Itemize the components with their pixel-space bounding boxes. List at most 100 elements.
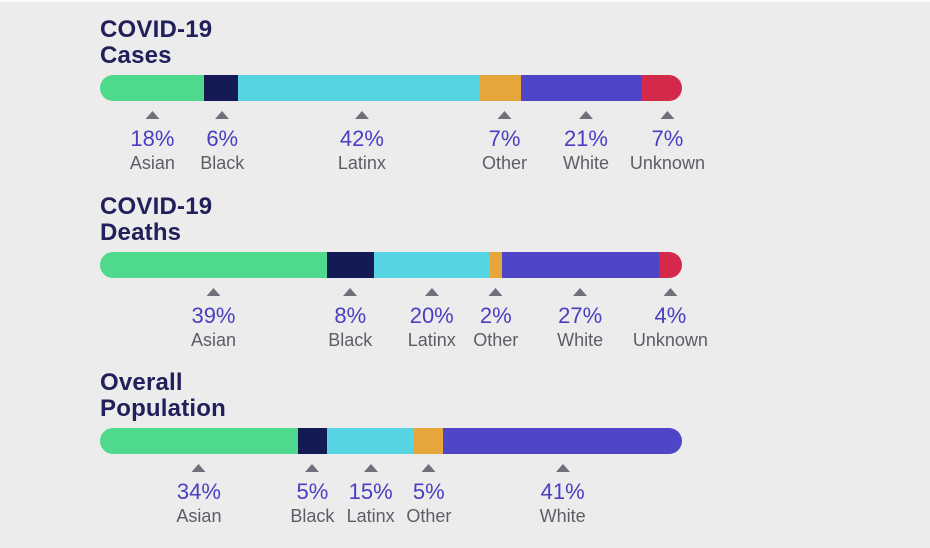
triangle-up-icon — [354, 111, 369, 119]
tick-other: 2% Other — [473, 288, 518, 349]
segment-percent: 8% — [334, 303, 367, 328]
segment-percent: 7% — [488, 126, 521, 151]
tick-other: 5% Other — [406, 464, 451, 525]
bar-segment-other — [489, 252, 502, 278]
segment-percent: 39% — [191, 303, 236, 328]
chart-title-line-2: Cases — [100, 42, 172, 69]
segment-percent: 15% — [348, 479, 393, 504]
segment-percent: 6% — [206, 126, 239, 151]
segment-category: Asian — [176, 506, 222, 526]
chart-covid-19-cases: COVID-19 Cases 18% Asian 6% Black 42% La… — [100, 17, 720, 195]
triangle-up-icon — [424, 288, 439, 296]
segment-category: Latinx — [407, 330, 456, 350]
triangle-up-icon — [663, 288, 678, 296]
chart-title-line-1: COVID-19 — [100, 16, 213, 43]
tick-row: 18% Asian 6% Black 42% Latinx 7% Other 2… — [100, 111, 705, 195]
triangle-up-icon — [573, 288, 588, 296]
bar-segment-asian — [100, 252, 327, 278]
chart-title-line-2: Population — [100, 395, 226, 422]
segment-percent: 2% — [479, 303, 512, 328]
bar-segment-white — [520, 75, 642, 101]
tick-unknown: 7% Unknown — [630, 111, 705, 172]
segment-category: Asian — [129, 153, 175, 173]
tick-asian: 18% Asian — [130, 111, 175, 172]
triangle-up-icon — [145, 111, 160, 119]
tick-white: 41% White — [540, 464, 586, 525]
bar-segment-other — [414, 428, 444, 454]
tick-row: 39% Asian 8% Black 20% Latinx 2% Other 2… — [100, 288, 708, 372]
bar-segment-white — [501, 252, 659, 278]
segment-percent: 20% — [409, 303, 454, 328]
triangle-up-icon — [497, 111, 512, 119]
chart-title-line-1: Overall — [100, 369, 183, 396]
segment-category: Latinx — [346, 506, 395, 526]
triangle-up-icon — [206, 288, 221, 296]
chart-title-line-2: Deaths — [100, 219, 182, 246]
tick-asian: 34% Asian — [176, 464, 221, 525]
chart-title-line-1: COVID-19 — [100, 193, 213, 220]
stacked-bar — [100, 428, 682, 454]
segment-percent: 18% — [130, 126, 175, 151]
segment-percent: 5% — [296, 479, 329, 504]
segment-category: Black — [328, 330, 373, 350]
triangle-up-icon — [215, 111, 230, 119]
bar-segment-white — [443, 428, 682, 454]
stacked-bar — [100, 252, 682, 278]
top-edge-highlight — [0, 0, 930, 2]
segment-percent: 5% — [412, 479, 445, 504]
triangle-up-icon — [578, 111, 593, 119]
segment-category: Black — [290, 506, 335, 526]
triangle-up-icon — [343, 288, 358, 296]
chart-overall-population: Overall Population 34% Asian 5% Black 15… — [100, 370, 720, 548]
tick-other: 7% Other — [482, 111, 527, 172]
segment-percent: 27% — [558, 303, 603, 328]
segment-category: Other — [481, 153, 527, 173]
bar-segment-asian — [100, 428, 298, 454]
chart-title: COVID-19 Deaths — [100, 194, 720, 246]
triangle-up-icon — [305, 464, 320, 472]
tick-asian: 39% Asian — [191, 288, 236, 349]
segment-category: Asian — [190, 330, 236, 350]
bar-segment-unknown — [641, 75, 682, 101]
tick-white: 27% White — [557, 288, 603, 349]
tick-unknown: 4% Unknown — [633, 288, 708, 349]
bar-segment-latinx — [373, 252, 490, 278]
bar-segment-black — [326, 252, 374, 278]
segment-category: Other — [473, 330, 519, 350]
bar-segment-asian — [100, 75, 204, 101]
triangle-up-icon — [363, 464, 378, 472]
segment-percent: 7% — [651, 126, 684, 151]
triangle-up-icon — [421, 464, 436, 472]
segment-category: Black — [200, 153, 245, 173]
segment-category: Latinx — [337, 153, 386, 173]
segment-percent: 42% — [339, 126, 384, 151]
tick-latinx: 42% Latinx — [338, 111, 386, 172]
chart-title: Overall Population — [100, 370, 720, 422]
segment-category: White — [557, 330, 604, 350]
tick-black: 6% Black — [200, 111, 244, 172]
segment-percent: 41% — [540, 479, 585, 504]
chart-title: COVID-19 Cases — [100, 17, 720, 69]
bar-segment-black — [203, 75, 239, 101]
triangle-up-icon — [660, 111, 675, 119]
triangle-up-icon — [488, 288, 503, 296]
tick-black: 8% Black — [328, 288, 372, 349]
triangle-up-icon — [191, 464, 206, 472]
bar-segment-black — [297, 428, 327, 454]
segment-percent: 4% — [654, 303, 687, 328]
segment-category: White — [539, 506, 586, 526]
bar-segment-latinx — [326, 428, 415, 454]
tick-row: 34% Asian 5% Black 15% Latinx 5% Other 4… — [100, 464, 682, 548]
triangle-up-icon — [555, 464, 570, 472]
chart-covid-19-deaths: COVID-19 Deaths 39% Asian 8% Black 20% L… — [100, 194, 720, 372]
tick-black: 5% Black — [290, 464, 334, 525]
segment-category: Unknown — [629, 153, 705, 173]
stacked-bar — [100, 75, 682, 101]
tick-latinx: 15% Latinx — [347, 464, 395, 525]
segment-percent: 21% — [563, 126, 608, 151]
bar-segment-unknown — [658, 252, 682, 278]
segment-category: Unknown — [632, 330, 708, 350]
bar-segment-latinx — [238, 75, 481, 101]
segment-percent: 34% — [176, 479, 221, 504]
